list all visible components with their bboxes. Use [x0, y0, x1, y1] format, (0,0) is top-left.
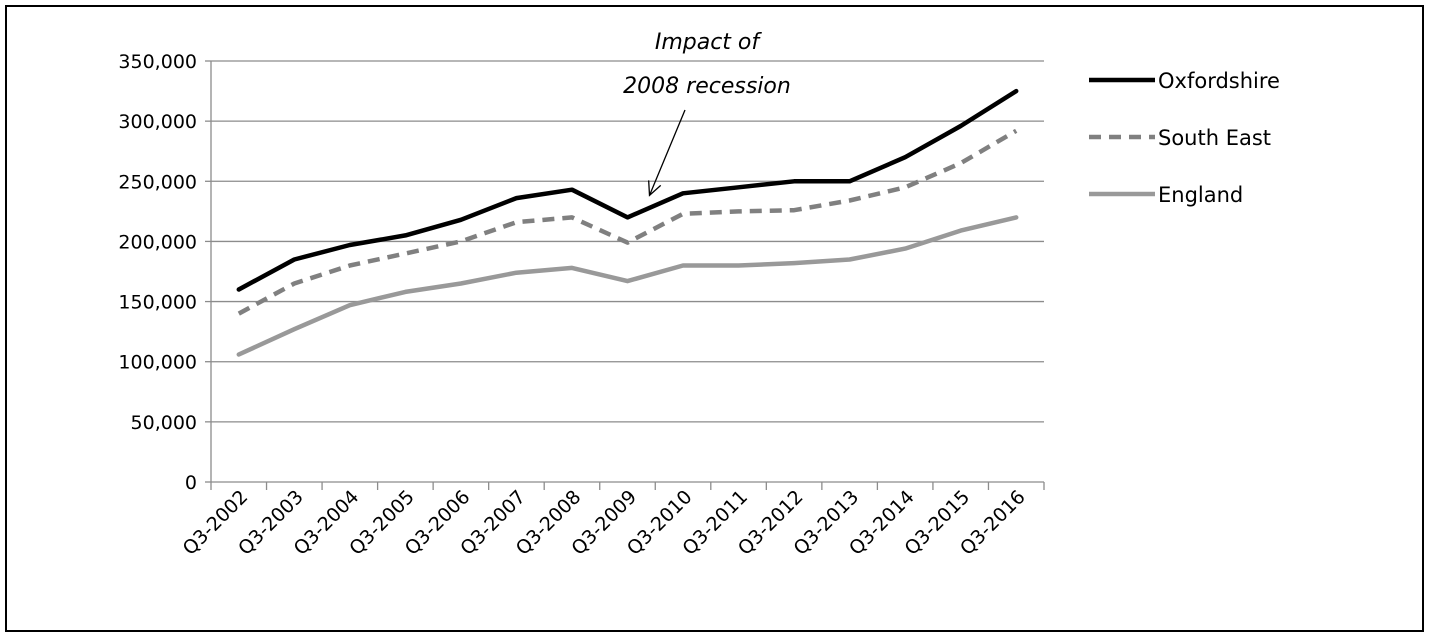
annotation-line-1: Impact of — [655, 30, 763, 55]
chart-frame — [5, 5, 1424, 632]
y-tick-label: 250,000 — [118, 171, 197, 193]
y-tick-label: 50,000 — [131, 412, 197, 434]
y-tick-label: 350,000 — [118, 51, 197, 73]
y-tick-label: 200,000 — [118, 231, 197, 253]
y-tick-label: 300,000 — [118, 111, 197, 133]
series-line-south-east — [237, 128, 1018, 316]
series-line-england — [236, 215, 1019, 357]
y-tick-label: 0 — [185, 472, 197, 494]
legend-label: Oxfordshire — [1158, 69, 1280, 93]
y-tick-label: 150,000 — [118, 292, 197, 314]
annotation-arrow — [648, 109, 686, 196]
annotation-arrowhead — [648, 180, 662, 197]
y-tick-label: 100,000 — [118, 352, 197, 374]
annotation-line-2: 2008 recession — [623, 74, 791, 99]
legend-label: England — [1158, 183, 1243, 207]
legend-label: South East — [1158, 126, 1271, 150]
series-line-oxfordshire — [236, 88, 1019, 292]
